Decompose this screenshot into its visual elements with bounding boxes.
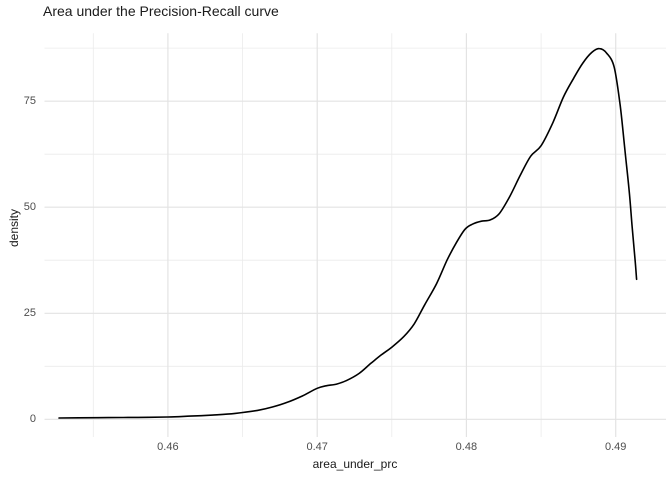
x-tick-label: 0.48 [455,441,478,453]
y-tick-label: 50 [23,201,36,214]
x-tick-label: 0.49 [604,441,627,453]
x-tick-label: 0.46 [157,441,179,453]
y-axis-title: density [7,208,21,248]
y-tick-label: 75 [23,95,36,108]
x-axis-title: area_under_prc [312,457,398,471]
y-tick-label: 0 [29,413,36,426]
plot-title: Area under the Precision-Recall curve [43,3,279,19]
x-tick-label: 0.47 [306,441,328,453]
y-tick-label: 25 [23,307,36,320]
density-curve [58,47,638,419]
